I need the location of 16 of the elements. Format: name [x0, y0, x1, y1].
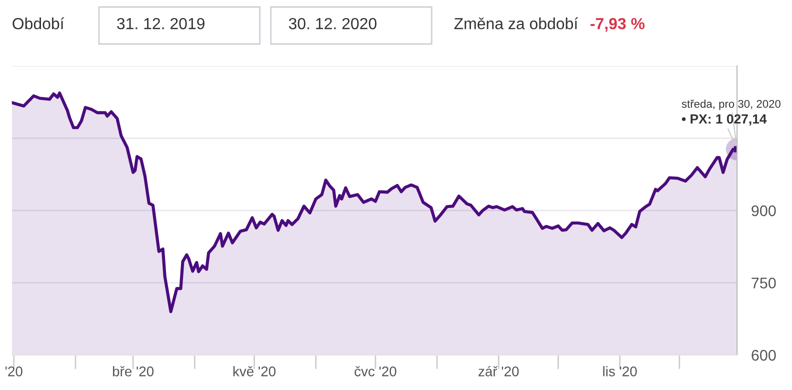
- x-tick-label: lis '20: [603, 366, 637, 376]
- annotation: středa, pro 30, 2020: [682, 100, 780, 110]
- y-tick-label: 750: [752, 278, 776, 288]
- x-tick-label: bře '20: [112, 366, 154, 376]
- text: Období: [12, 17, 64, 30]
- y-tick-label: 600: [752, 350, 776, 361]
- text: Změna za období: [454, 17, 578, 30]
- x-tick-label: '20: [6, 366, 22, 376]
- text: 31. 12. 2019: [117, 18, 204, 30]
- x-tick-label: zář '20: [478, 366, 519, 376]
- x-tick-label: kvě '20: [233, 366, 276, 376]
- text: -7,93 %: [590, 18, 645, 32]
- text: 30. 12. 2020: [288, 18, 376, 30]
- annotation: • PX: 1 027,14: [682, 114, 767, 126]
- x-tick-label: čvc '20: [354, 366, 396, 376]
- y-tick-label: 900: [752, 205, 776, 216]
